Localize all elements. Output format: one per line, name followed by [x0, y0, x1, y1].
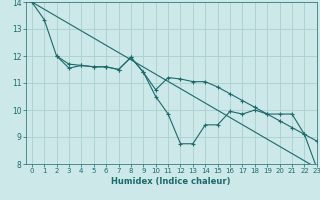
X-axis label: Humidex (Indice chaleur): Humidex (Indice chaleur) [111, 177, 231, 186]
